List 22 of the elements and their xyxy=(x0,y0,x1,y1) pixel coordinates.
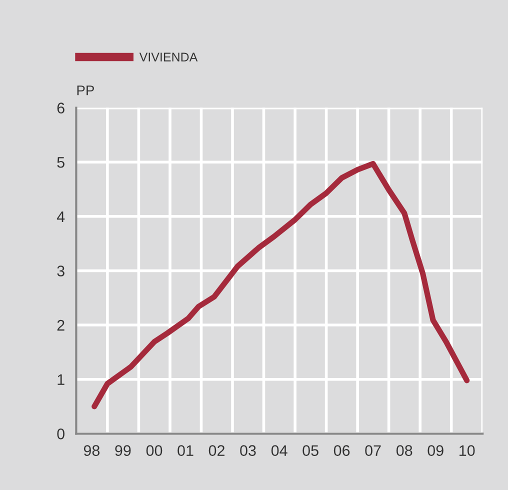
x-tick-label: 04 xyxy=(271,445,288,456)
x-tick-label: 06 xyxy=(334,445,350,456)
y-axis-title: PP xyxy=(77,86,94,96)
y-tick-label: 3 xyxy=(57,266,64,276)
y-tick-label: 1 xyxy=(58,374,64,385)
x-tick-label: 02 xyxy=(208,445,224,456)
y-tick-label: 2 xyxy=(57,320,64,331)
x-tick-label: 07 xyxy=(365,445,381,456)
legend-label: VIVIENDA xyxy=(139,52,198,62)
x-tick-label: 00 xyxy=(146,445,162,456)
y-tick-label: 5 xyxy=(57,157,64,168)
x-tick-label: 99 xyxy=(115,445,131,456)
x-tick-label: 98 xyxy=(84,445,100,456)
x-tick-label: 08 xyxy=(396,445,412,456)
y-tick-label: 0 xyxy=(57,428,64,440)
x-tick-label: 10 xyxy=(460,445,475,456)
x-tick-label: 03 xyxy=(240,445,256,456)
x-tick-label: 05 xyxy=(302,445,318,456)
x-tick-label: 01 xyxy=(178,445,194,456)
y-tick-label: 6 xyxy=(57,102,64,114)
y-tick-label: 4 xyxy=(56,211,65,222)
x-tick-label: 09 xyxy=(428,445,444,456)
